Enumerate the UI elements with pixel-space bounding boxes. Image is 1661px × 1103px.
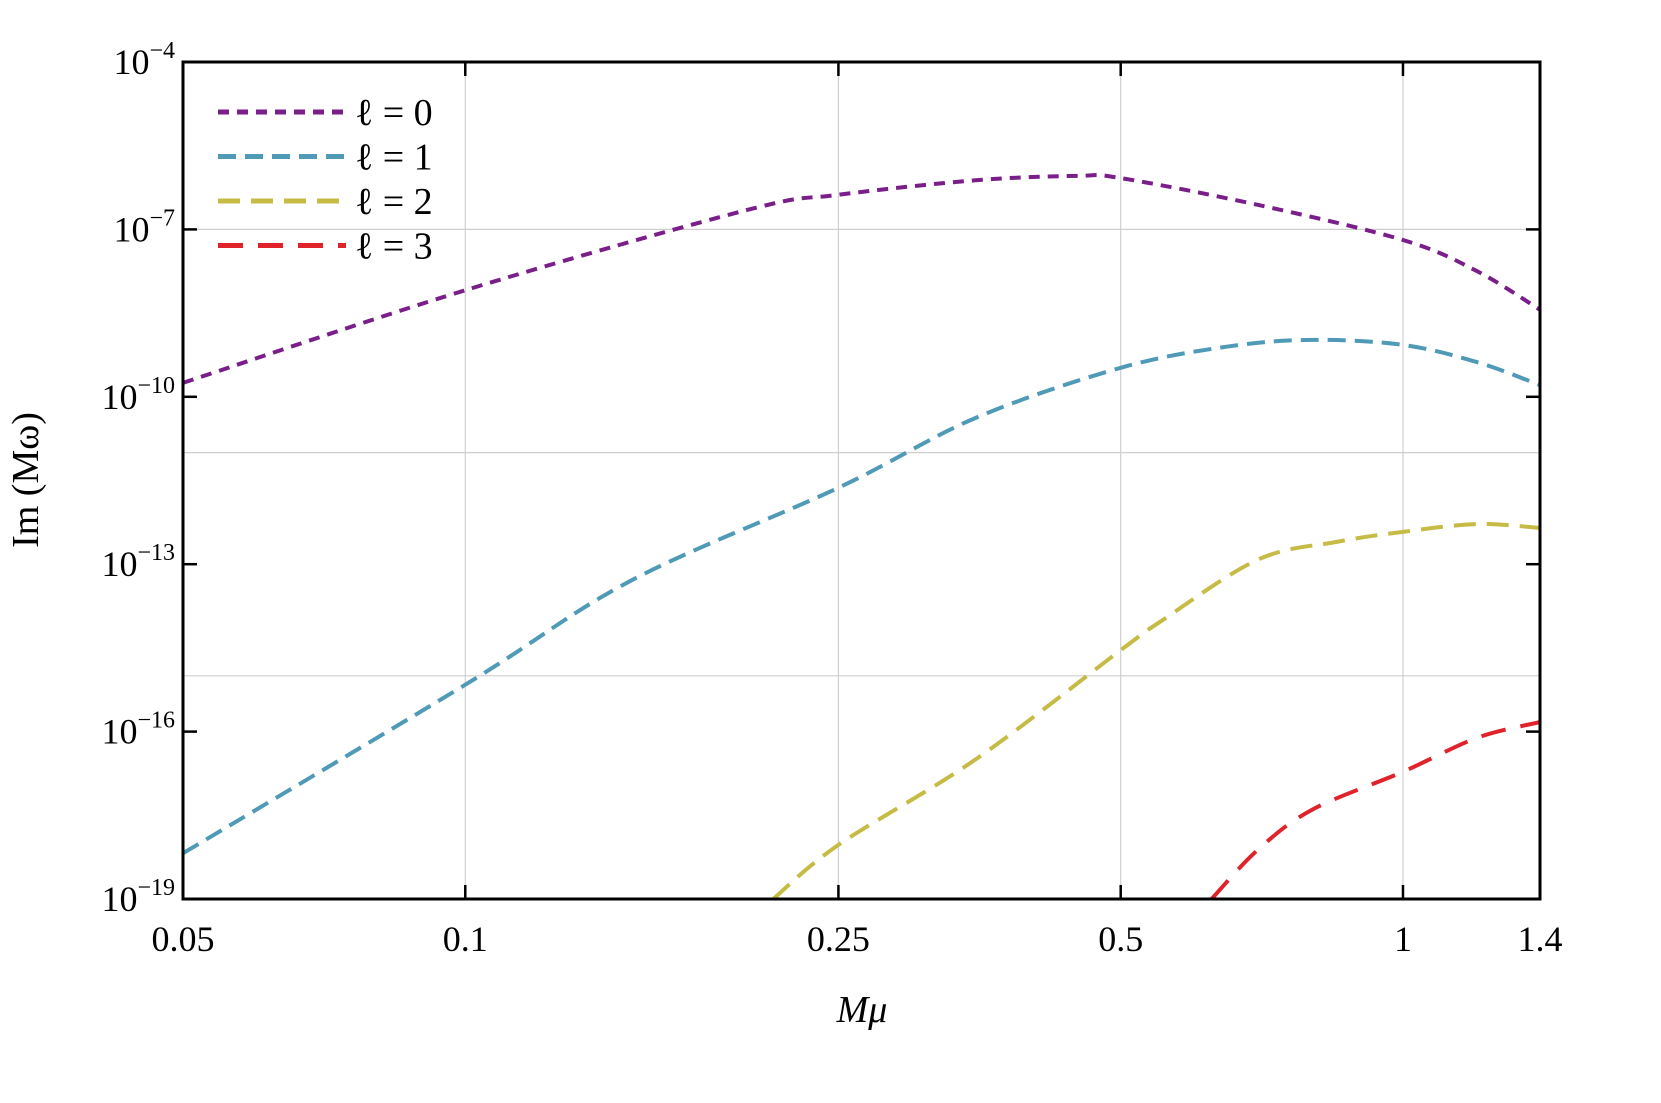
legend-label-l3: ℓ = 3 xyxy=(355,226,433,268)
x-tick-label: 0.05 xyxy=(152,919,215,959)
grid xyxy=(183,62,1540,899)
x-tick-label: 0.25 xyxy=(807,919,870,959)
y-tick-label: 10−4 xyxy=(113,38,175,82)
x-tick-label: 1.4 xyxy=(1518,919,1563,959)
series-line-l0 xyxy=(182,173,1542,385)
y-tick-label: 10−16 xyxy=(101,708,175,752)
legend-label-l2: ℓ = 2 xyxy=(355,181,433,223)
curves xyxy=(181,173,1542,901)
x-tick-label: 1 xyxy=(1394,919,1412,959)
y-tick-label: 10−19 xyxy=(101,875,175,919)
y-tick-label: 10−7 xyxy=(113,205,175,249)
series-line-l1 xyxy=(181,337,1541,855)
series-line-l3 xyxy=(1210,720,1541,901)
plot-frame xyxy=(181,60,1542,901)
legend: ℓ = 0ℓ = 1ℓ = 2ℓ = 3 xyxy=(218,92,433,268)
series-line-l2 xyxy=(771,521,1541,901)
y-tick-label: 10−10 xyxy=(101,373,175,417)
x-tick-label: 0.1 xyxy=(443,919,488,959)
ticks: 0.05 0.1 0.25 0.5 1 1.4 10−4 10−7 10−10 10−13 10−1… xyxy=(101,38,1562,959)
x-axis-label: Mμ xyxy=(836,989,888,1031)
legend-label-l0: ℓ = 0 xyxy=(355,92,433,134)
legend-label-l1: ℓ = 1 xyxy=(355,137,433,179)
y-tick-label: 10−13 xyxy=(101,540,175,584)
x-tick-label: 0.5 xyxy=(1098,919,1143,959)
y-axis-label: Im (Mω) xyxy=(5,412,47,548)
